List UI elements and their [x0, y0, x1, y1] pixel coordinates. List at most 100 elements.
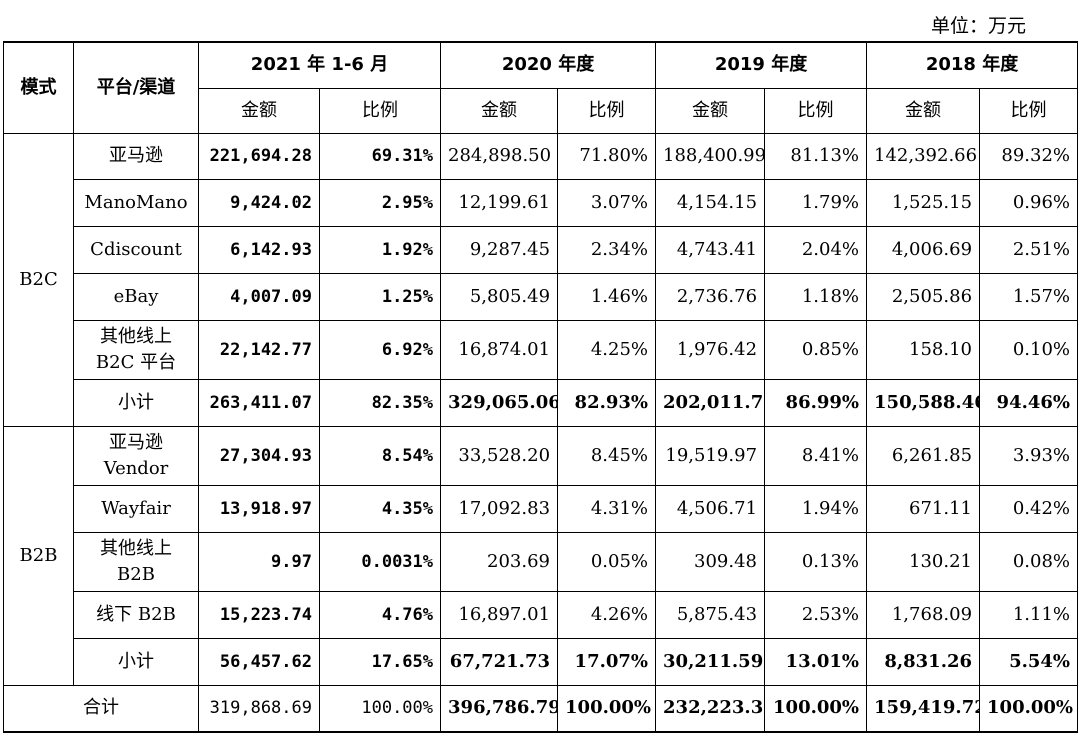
value-cell: 0.96%: [979, 179, 1079, 228]
value-cell: 319,868.69: [198, 684, 320, 733]
value-cell: 0.0031%: [318, 531, 442, 592]
value-cell: 13,918.97: [198, 484, 320, 533]
value-cell: 82.93%: [557, 379, 657, 427]
value-cell: 1.57%: [979, 273, 1079, 321]
value-cell: 1,768.09: [866, 590, 981, 639]
value-cell: 19,519.97: [655, 425, 766, 486]
value-cell: 81.13%: [764, 132, 868, 181]
value-cell: 232,223.33: [655, 684, 766, 733]
value-cell: 16,874.01: [440, 319, 559, 381]
total-row: 合计 319,868.69 100.00% 396,786.79 100.00%…: [3, 684, 1079, 733]
value-cell: 56,457.62: [198, 637, 320, 686]
value-cell: 17.65%: [318, 637, 442, 686]
value-cell: 142,392.66: [866, 132, 981, 181]
header-amount: 金额: [440, 87, 559, 134]
value-cell: 5,875.43: [655, 590, 766, 639]
table-row: B2B 亚马逊 Vendor 27,304.93 8.54% 33,528.20 …: [3, 425, 1079, 686]
platform-line: 亚马逊: [109, 431, 163, 453]
value-cell: 284,898.50: [440, 132, 559, 181]
subtotal-row: 小计 263,411.07 82.35% 329,065.06 82.93% 2…: [4, 379, 1079, 427]
value-cell: 3.93%: [979, 425, 1079, 486]
value-cell: 12,199.61: [440, 179, 559, 228]
platform-line: B2B: [117, 563, 155, 585]
value-cell: 67,721.73: [440, 637, 559, 686]
value-cell: 89.32%: [979, 132, 1079, 181]
header-ratio: 比例: [979, 87, 1079, 134]
subtotal-row: 小计 56,457.62 17.65% 67,721.73 17.07% 30,…: [4, 637, 1079, 686]
platform-cell: 其他线上 B2C 平台: [73, 319, 199, 381]
value-cell: 100.00%: [557, 684, 657, 733]
table-row: 线下 B2B 15,223.74 4.76% 16,897.01 4.26% 5…: [4, 590, 1079, 639]
header-row-periods: 模式 平台/渠道 2021 年 1-6 月 2020 年度 2019 年度 20…: [3, 41, 1079, 134]
value-cell: 2.51%: [979, 226, 1079, 275]
header-amount: 金额: [198, 87, 320, 134]
platform-cell: 线下 B2B: [73, 590, 199, 639]
platform-cell: Wayfair: [73, 484, 199, 533]
value-cell: 3.07%: [557, 179, 657, 228]
value-cell: 13.01%: [764, 637, 868, 686]
value-cell: 6,261.85: [866, 425, 981, 486]
value-cell: 16,897.01: [440, 590, 559, 639]
value-cell: 159,419.72: [866, 684, 981, 733]
value-cell: 100.00%: [764, 684, 868, 733]
value-cell: 0.42%: [979, 484, 1079, 533]
value-cell: 8.41%: [764, 425, 868, 486]
value-cell: 33,528.20: [440, 425, 559, 486]
header-ratio: 比例: [764, 87, 868, 134]
value-cell: 1.11%: [979, 590, 1079, 639]
header-ratio: 比例: [318, 87, 442, 134]
value-cell: 100.00%: [979, 684, 1079, 733]
header-mode: 模式: [3, 41, 74, 134]
value-cell: 69.31%: [318, 132, 442, 181]
value-cell: 1,976.42: [655, 319, 766, 381]
value-cell: 4,007.09: [198, 273, 320, 321]
value-cell: 2,505.86: [866, 273, 981, 321]
value-cell: 6,142.93: [198, 226, 320, 275]
platform-line: 其他线上: [100, 325, 172, 347]
platform-line: 其他线上: [100, 537, 172, 559]
platform-cell: 亚马逊: [73, 132, 199, 181]
value-cell: 202,011.74: [655, 379, 766, 427]
value-cell: 9,424.02: [198, 179, 320, 228]
value-cell: 0.05%: [557, 531, 657, 592]
platform-cell: 小计: [73, 637, 199, 686]
value-cell: 1.94%: [764, 484, 868, 533]
value-cell: 1.46%: [557, 273, 657, 321]
header-period: 2020 年度: [440, 41, 657, 89]
value-cell: 2.04%: [764, 226, 868, 275]
value-cell: 130.21: [866, 531, 981, 592]
table-row: 其他线上 B2C 平台 22,142.77 6.92% 16,874.01 4.2…: [4, 319, 1079, 381]
value-cell: 5.54%: [979, 637, 1079, 686]
table-row: 其他线上 B2B 9.97 0.0031% 203.69 0.05% 309.48…: [4, 531, 1079, 592]
value-cell: 158.10: [866, 319, 981, 381]
platform-cell: eBay: [73, 273, 199, 321]
value-cell: 86.99%: [764, 379, 868, 427]
value-cell: 8,831.26: [866, 637, 981, 686]
table-row: ManoMano 9,424.02 2.95% 12,199.61 3.07% …: [4, 179, 1079, 228]
value-cell: 4.31%: [557, 484, 657, 533]
value-cell: 263,411.07: [198, 379, 320, 427]
header-ratio: 比例: [557, 87, 657, 134]
value-cell: 22,142.77: [198, 319, 320, 381]
platform-cell: 亚马逊 Vendor: [73, 425, 199, 486]
value-cell: 0.13%: [764, 531, 868, 592]
platform-line: B2C 平台: [95, 351, 177, 373]
value-cell: 17,092.83: [440, 484, 559, 533]
table-row: eBay 4,007.09 1.25% 5,805.49 1.46% 2,736…: [4, 273, 1079, 321]
header-platform: 平台/渠道: [73, 41, 199, 134]
value-cell: 1.18%: [764, 273, 868, 321]
value-cell: 94.46%: [979, 379, 1079, 427]
value-cell: 221,694.28: [198, 132, 320, 181]
value-cell: 4,006.69: [866, 226, 981, 275]
value-cell: 2,736.76: [655, 273, 766, 321]
header-amount: 金额: [655, 87, 766, 134]
value-cell: 4,506.71: [655, 484, 766, 533]
platform-cell: ManoMano: [73, 179, 199, 228]
header-amount: 金额: [866, 87, 981, 134]
value-cell: 2.53%: [764, 590, 868, 639]
value-cell: 30,211.59: [655, 637, 766, 686]
value-cell: 188,400.99: [655, 132, 766, 181]
value-cell: 8.45%: [557, 425, 657, 486]
value-cell: 4.76%: [318, 590, 442, 639]
value-cell: 309.48: [655, 531, 766, 592]
